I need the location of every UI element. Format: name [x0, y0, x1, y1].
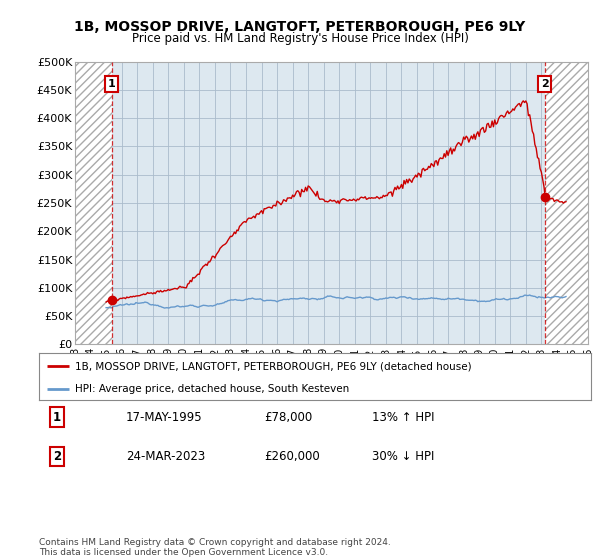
- Text: £78,000: £78,000: [264, 410, 312, 424]
- Text: 1B, MOSSOP DRIVE, LANGTOFT, PETERBOROUGH, PE6 9LY: 1B, MOSSOP DRIVE, LANGTOFT, PETERBOROUGH…: [74, 20, 526, 34]
- Bar: [545, 62, 588, 344]
- Text: 17-MAY-1995: 17-MAY-1995: [126, 410, 203, 424]
- Text: 1: 1: [53, 410, 61, 424]
- Text: 1: 1: [108, 79, 116, 89]
- Text: 13% ↑ HPI: 13% ↑ HPI: [372, 410, 434, 424]
- Text: 2: 2: [541, 79, 548, 89]
- Text: Price paid vs. HM Land Registry's House Price Index (HPI): Price paid vs. HM Land Registry's House …: [131, 32, 469, 45]
- Text: 24-MAR-2023: 24-MAR-2023: [126, 450, 205, 463]
- Text: Contains HM Land Registry data © Crown copyright and database right 2024.
This d: Contains HM Land Registry data © Crown c…: [39, 538, 391, 557]
- Text: 30% ↓ HPI: 30% ↓ HPI: [372, 450, 434, 463]
- Text: HPI: Average price, detached house, South Kesteven: HPI: Average price, detached house, Sout…: [75, 384, 349, 394]
- Bar: [75, 62, 112, 344]
- Text: 1B, MOSSOP DRIVE, LANGTOFT, PETERBOROUGH, PE6 9LY (detached house): 1B, MOSSOP DRIVE, LANGTOFT, PETERBOROUGH…: [75, 361, 472, 371]
- Text: 2: 2: [53, 450, 61, 463]
- Text: £260,000: £260,000: [264, 450, 320, 463]
